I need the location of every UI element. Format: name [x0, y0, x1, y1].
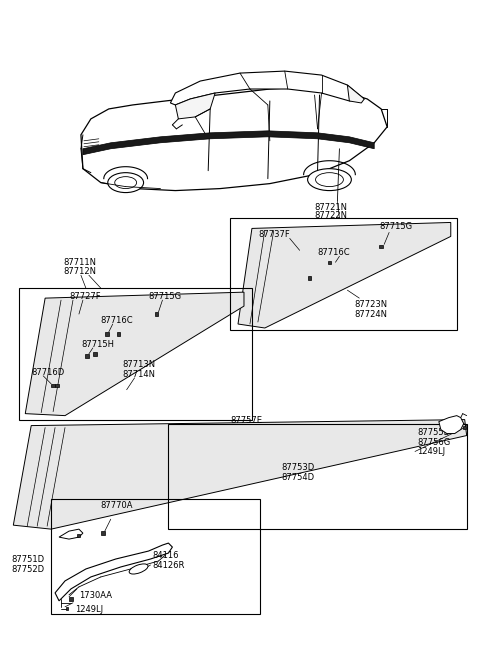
Text: 84126R: 84126R [153, 561, 185, 570]
Polygon shape [83, 131, 374, 155]
Text: 87722N: 87722N [314, 212, 348, 221]
Bar [101, 531, 105, 535]
Polygon shape [59, 529, 83, 539]
Bar [230, 219, 457, 330]
Text: 87751D: 87751D [12, 555, 45, 564]
Text: 84116: 84116 [153, 551, 179, 560]
Text: 87752D: 87752D [12, 565, 45, 574]
Bar [55, 384, 59, 388]
Bar [155, 312, 158, 316]
Bar [51, 384, 55, 388]
Polygon shape [175, 93, 215, 119]
Text: 87714N: 87714N [123, 370, 156, 379]
Bar [168, 424, 467, 529]
Text: 87770A: 87770A [101, 501, 133, 510]
Text: 87727F: 87727F [69, 292, 101, 301]
Polygon shape [170, 71, 364, 105]
Text: 87716C: 87716C [101, 316, 133, 325]
Bar [65, 607, 69, 610]
Text: 1730AA: 1730AA [79, 591, 112, 600]
Bar [51, 499, 260, 614]
Ellipse shape [308, 169, 351, 191]
Ellipse shape [129, 564, 148, 574]
Text: 87715G: 87715G [148, 292, 181, 301]
Bar [69, 597, 73, 601]
Ellipse shape [115, 177, 137, 189]
Bar [379, 244, 383, 248]
Text: 87716D: 87716D [31, 368, 64, 377]
Bar [93, 352, 96, 356]
Text: 87753D: 87753D [282, 464, 315, 472]
Text: 87723N: 87723N [354, 300, 387, 309]
Bar [308, 276, 312, 280]
Bar [19, 288, 252, 420]
Bar [117, 332, 120, 336]
Text: 1249LJ: 1249LJ [417, 447, 445, 457]
Polygon shape [81, 87, 387, 191]
Text: 87754D: 87754D [282, 474, 315, 482]
Bar [77, 534, 81, 536]
Text: 87713N: 87713N [123, 360, 156, 369]
Polygon shape [13, 420, 467, 529]
Polygon shape [348, 85, 364, 103]
Polygon shape [25, 292, 244, 416]
Text: 87715G: 87715G [379, 223, 412, 231]
Bar [105, 332, 108, 336]
Bar [463, 426, 466, 429]
Polygon shape [238, 223, 451, 328]
Polygon shape [55, 543, 172, 601]
Text: 87757E: 87757E [230, 416, 262, 424]
Text: 87721N: 87721N [314, 202, 348, 212]
Text: 87716C: 87716C [318, 248, 350, 257]
Text: 87711N: 87711N [63, 258, 96, 267]
Text: 87715H: 87715H [81, 340, 114, 349]
Text: 87737F: 87737F [258, 231, 289, 240]
Ellipse shape [108, 173, 144, 193]
Ellipse shape [315, 173, 343, 187]
Bar [85, 354, 89, 358]
Bar [328, 261, 331, 264]
Text: 87724N: 87724N [354, 310, 387, 319]
Text: 87712N: 87712N [63, 267, 96, 276]
Text: 1249LJ: 1249LJ [75, 605, 103, 614]
Text: 87755B: 87755B [417, 428, 449, 437]
Polygon shape [439, 416, 464, 434]
Text: 87756G: 87756G [417, 438, 450, 447]
